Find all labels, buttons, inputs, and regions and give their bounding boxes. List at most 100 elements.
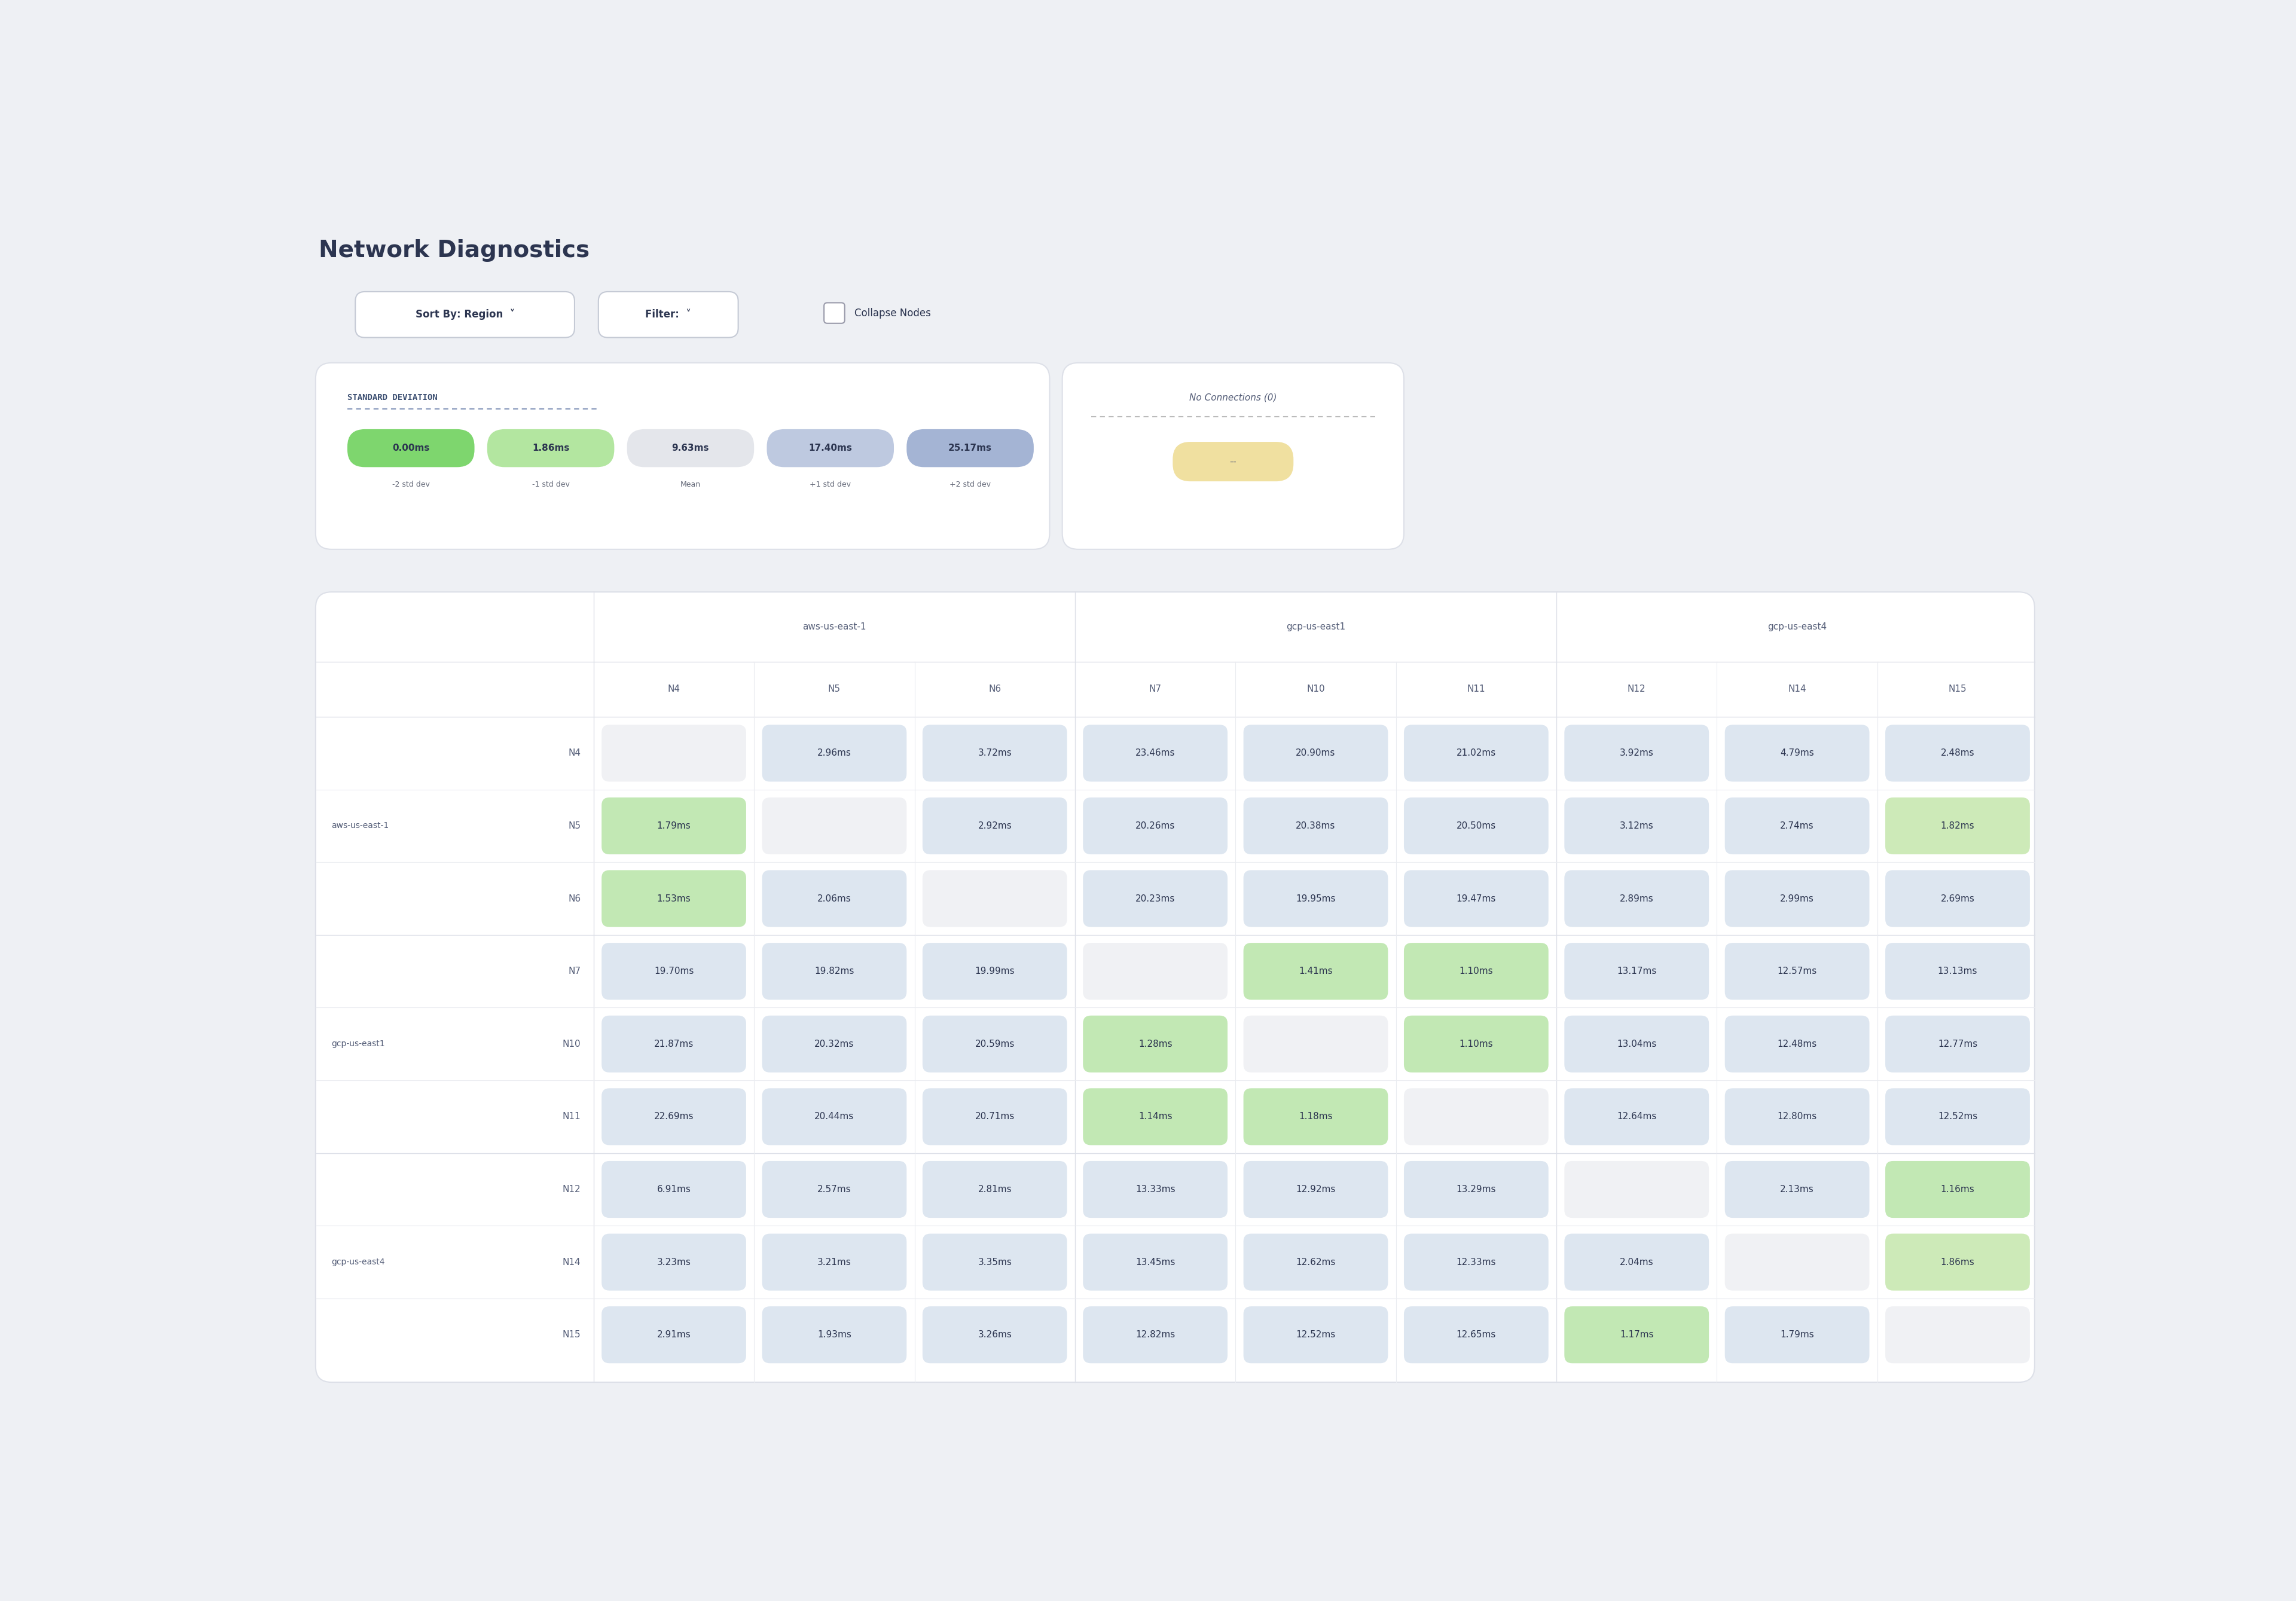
FancyBboxPatch shape [1564,1161,1708,1218]
FancyBboxPatch shape [923,869,1068,927]
FancyBboxPatch shape [1885,943,2030,999]
FancyBboxPatch shape [602,1306,746,1362]
FancyBboxPatch shape [923,1015,1068,1073]
Text: N10: N10 [563,1039,581,1049]
Text: N7: N7 [1148,685,1162,693]
Text: gcp-us-east1: gcp-us-east1 [1286,623,1345,631]
FancyBboxPatch shape [1403,1089,1548,1145]
FancyBboxPatch shape [1244,1089,1389,1145]
FancyBboxPatch shape [602,725,746,781]
FancyBboxPatch shape [762,725,907,781]
Text: 20.50ms: 20.50ms [1456,821,1497,831]
Text: 3.35ms: 3.35ms [978,1258,1013,1266]
FancyBboxPatch shape [762,797,907,855]
FancyBboxPatch shape [602,1161,746,1218]
Text: 1.41ms: 1.41ms [1300,967,1332,975]
FancyBboxPatch shape [1084,797,1228,855]
Text: 13.04ms: 13.04ms [1616,1039,1655,1049]
FancyBboxPatch shape [1403,1234,1548,1290]
Text: 3.23ms: 3.23ms [657,1258,691,1266]
Text: 12.82ms: 12.82ms [1137,1330,1176,1340]
Text: 2.99ms: 2.99ms [1779,893,1814,903]
FancyBboxPatch shape [1084,1015,1228,1073]
Text: 1.18ms: 1.18ms [1300,1113,1332,1121]
FancyBboxPatch shape [1244,1161,1389,1218]
Text: N14: N14 [563,1258,581,1266]
FancyBboxPatch shape [923,943,1068,999]
FancyBboxPatch shape [923,1161,1068,1218]
Text: 20.38ms: 20.38ms [1295,821,1336,831]
Text: 1.79ms: 1.79ms [1779,1330,1814,1340]
Text: 2.89ms: 2.89ms [1619,893,1653,903]
Text: Mean: Mean [680,480,700,488]
Text: 3.92ms: 3.92ms [1619,749,1653,757]
FancyBboxPatch shape [1084,725,1228,781]
FancyBboxPatch shape [1063,363,1403,549]
FancyBboxPatch shape [602,1089,746,1145]
Text: 2.91ms: 2.91ms [657,1330,691,1340]
FancyBboxPatch shape [1564,943,1708,999]
Text: N4: N4 [668,685,680,693]
Text: 21.87ms: 21.87ms [654,1039,693,1049]
FancyBboxPatch shape [923,1089,1068,1145]
Text: 21.02ms: 21.02ms [1456,749,1497,757]
Text: 13.29ms: 13.29ms [1456,1185,1497,1194]
FancyBboxPatch shape [1084,1306,1228,1362]
Text: 1.10ms: 1.10ms [1460,967,1492,975]
Text: 20.23ms: 20.23ms [1137,893,1176,903]
FancyBboxPatch shape [1403,1306,1548,1362]
Text: STANDARD DEVIATION: STANDARD DEVIATION [347,394,439,402]
FancyBboxPatch shape [602,797,746,855]
FancyBboxPatch shape [1885,797,2030,855]
FancyBboxPatch shape [1403,1161,1548,1218]
Text: 19.70ms: 19.70ms [654,967,693,975]
FancyBboxPatch shape [1724,797,1869,855]
FancyBboxPatch shape [1885,1015,2030,1073]
FancyBboxPatch shape [923,1306,1068,1362]
Text: 1.53ms: 1.53ms [657,893,691,903]
FancyBboxPatch shape [1724,1015,1869,1073]
FancyBboxPatch shape [1244,943,1389,999]
FancyBboxPatch shape [762,869,907,927]
Text: 19.99ms: 19.99ms [976,967,1015,975]
Text: aws-us-east-1: aws-us-east-1 [331,821,388,829]
FancyBboxPatch shape [1724,943,1869,999]
Text: 12.64ms: 12.64ms [1616,1113,1655,1121]
Text: 13.17ms: 13.17ms [1616,967,1655,975]
FancyBboxPatch shape [1403,869,1548,927]
Text: +1 std dev: +1 std dev [810,480,852,488]
FancyBboxPatch shape [1084,1161,1228,1218]
Text: 2.48ms: 2.48ms [1940,749,1975,757]
FancyBboxPatch shape [762,1234,907,1290]
Text: 12.65ms: 12.65ms [1456,1330,1497,1340]
Text: 25.17ms: 25.17ms [948,443,992,453]
Text: Collapse Nodes: Collapse Nodes [854,307,930,319]
FancyBboxPatch shape [762,1015,907,1073]
FancyBboxPatch shape [1084,943,1228,999]
FancyBboxPatch shape [1244,1234,1389,1290]
Text: 3.72ms: 3.72ms [978,749,1013,757]
Text: 23.46ms: 23.46ms [1134,749,1176,757]
Text: 12.77ms: 12.77ms [1938,1039,1977,1049]
FancyBboxPatch shape [347,429,475,467]
Text: 2.04ms: 2.04ms [1619,1258,1653,1266]
FancyBboxPatch shape [602,1015,746,1073]
Text: 6.91ms: 6.91ms [657,1185,691,1194]
Text: N12: N12 [1628,685,1646,693]
FancyBboxPatch shape [1084,1089,1228,1145]
Text: aws-us-east-1: aws-us-east-1 [804,623,866,631]
Text: 20.32ms: 20.32ms [815,1039,854,1049]
FancyBboxPatch shape [1564,869,1708,927]
FancyBboxPatch shape [1564,797,1708,855]
Text: 1.14ms: 1.14ms [1139,1113,1173,1121]
Text: 1.82ms: 1.82ms [1940,821,1975,831]
Text: N10: N10 [1306,685,1325,693]
Text: N11: N11 [563,1113,581,1121]
FancyBboxPatch shape [1244,797,1389,855]
Text: gcp-us-east1: gcp-us-east1 [331,1039,386,1049]
Text: 3.26ms: 3.26ms [978,1330,1013,1340]
FancyBboxPatch shape [1244,1015,1389,1073]
Text: 0.00ms: 0.00ms [393,443,429,453]
Text: 3.21ms: 3.21ms [817,1258,852,1266]
FancyBboxPatch shape [602,1234,746,1290]
